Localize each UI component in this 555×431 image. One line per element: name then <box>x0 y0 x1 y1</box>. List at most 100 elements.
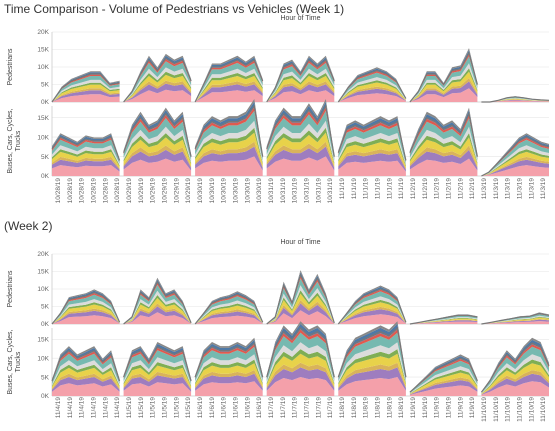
x-tick-label: 11/2/19 <box>457 178 464 200</box>
area-layer <box>338 138 406 167</box>
x-tick-label: 11/8/19 <box>351 397 358 419</box>
area-layer <box>338 86 406 102</box>
total-outline <box>409 111 478 157</box>
total-outline <box>51 291 121 325</box>
area-layer <box>338 77 406 102</box>
y-tick-label: 5K <box>41 154 50 161</box>
x-tick-label: 11/6/19 <box>197 397 204 419</box>
x-tick-label: 11/6/19 <box>209 397 216 419</box>
x-tick-label: 11/10/19 <box>516 397 523 422</box>
area-layer <box>266 367 335 391</box>
area-layer <box>338 88 406 102</box>
week2-title: (Week 2) <box>4 219 53 233</box>
area-layer <box>266 84 335 102</box>
area-layer <box>266 276 335 324</box>
y-tick-label: 15K <box>37 115 49 122</box>
area-layer <box>123 158 192 176</box>
row-label: Pedestrians <box>7 270 14 307</box>
total-outline <box>481 96 550 103</box>
x-tick-label: 11/6/19 <box>232 397 239 419</box>
y-tick-label: 20K <box>37 251 49 258</box>
area-layer <box>338 296 406 324</box>
total-outline <box>409 51 478 103</box>
area-layer <box>338 349 406 385</box>
hour-of-time-header: Hour of Time <box>280 15 320 22</box>
area-layer <box>266 127 335 164</box>
area-layer <box>266 332 335 382</box>
y-tick-label: 0K <box>41 173 50 180</box>
total-outline <box>123 346 192 382</box>
area-layer <box>338 342 406 383</box>
area-layer <box>266 62 335 102</box>
total-outline <box>266 327 335 378</box>
area-layer <box>338 323 406 378</box>
area-layer <box>338 133 406 166</box>
y-tick-label: 5K <box>41 82 50 89</box>
y-tick-label: 5K <box>41 374 50 381</box>
area-layer <box>409 385 478 396</box>
area-layer <box>195 303 263 324</box>
area-layer <box>266 110 335 161</box>
x-tick-label: 11/6/19 <box>244 397 251 419</box>
area-layer <box>123 284 192 324</box>
area-layer <box>52 299 120 324</box>
x-tick-label: 11/3/19 <box>540 178 547 200</box>
area-layer <box>409 318 478 324</box>
area-layer <box>195 120 263 163</box>
area-layer <box>481 373 549 395</box>
area-layer <box>123 382 192 396</box>
x-tick-label: 11/9/19 <box>434 397 441 419</box>
total-outline <box>409 357 478 393</box>
x-tick-label: 11/1/19 <box>363 178 370 200</box>
area-layer <box>481 315 549 324</box>
area-layer <box>52 310 120 324</box>
x-tick-label: 10/31/19 <box>280 178 287 204</box>
area-layer <box>338 82 406 102</box>
x-tick-label: 10/31/19 <box>303 178 310 204</box>
x-tick-label: 10/30/19 <box>232 178 239 204</box>
x-tick-label: 11/2/19 <box>434 178 441 200</box>
area-layer <box>52 377 120 392</box>
x-tick-label: 11/10/19 <box>505 397 512 422</box>
area-layer <box>481 100 549 102</box>
x-tick-label: 11/4/19 <box>114 397 121 419</box>
x-tick-label: 10/31/19 <box>315 178 322 204</box>
total-outline <box>337 120 407 161</box>
total-outline <box>480 342 550 393</box>
area-layer <box>123 89 192 102</box>
area-layer <box>195 381 263 396</box>
y-tick-label: 0K <box>41 99 50 106</box>
x-tick-label: 11/6/19 <box>221 397 228 419</box>
area-layer <box>195 339 263 378</box>
area-layer <box>266 303 335 324</box>
area-layer <box>266 120 335 163</box>
area-layer <box>52 156 120 170</box>
area-layer <box>52 145 120 166</box>
area-layer <box>266 285 335 324</box>
x-tick-label: 10/28/19 <box>55 178 62 204</box>
area-layer <box>338 314 406 324</box>
row-label: Trucks <box>15 130 22 151</box>
area-layer <box>123 350 192 385</box>
area-layer <box>123 342 192 380</box>
x-tick-label: 11/9/19 <box>457 397 464 419</box>
area-layer <box>266 290 335 324</box>
area-layer <box>52 360 120 386</box>
area-layer <box>409 118 478 161</box>
area-layer <box>266 73 335 102</box>
total-outline <box>481 312 550 325</box>
x-tick-label: 10/28/19 <box>102 178 109 204</box>
area-layer <box>52 76 120 102</box>
area-layer <box>195 300 263 324</box>
area-layer <box>52 84 120 102</box>
x-tick-label: 11/2/19 <box>422 178 429 200</box>
area-layer <box>195 315 263 324</box>
y-tick-label: 20K <box>37 29 49 36</box>
x-tick-label: 11/1/19 <box>386 178 393 200</box>
y-tick-label: 5K <box>41 304 50 311</box>
area-layer <box>123 290 192 324</box>
area-layer <box>409 318 478 324</box>
x-tick-label: 10/28/19 <box>114 178 121 204</box>
x-tick-label: 11/8/19 <box>363 397 370 419</box>
